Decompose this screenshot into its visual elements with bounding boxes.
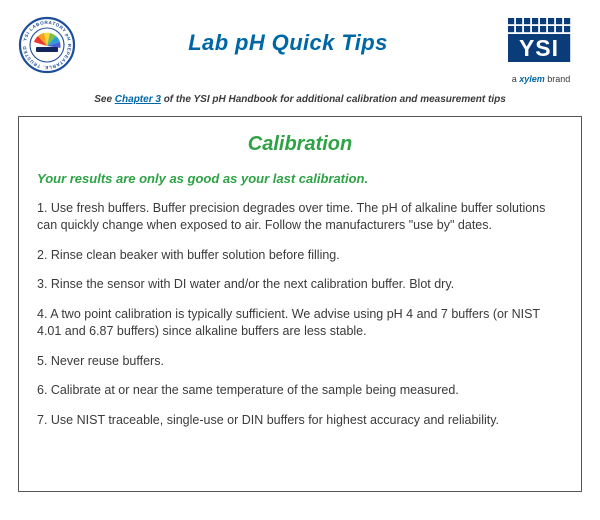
chapter-3-link[interactable]: Chapter 3: [115, 94, 161, 105]
tip-text: Use NIST traceable, single-use or DIN bu…: [51, 413, 499, 427]
header: YSI LABORATORY pH REPEATABLE. TRUSTED. L…: [18, 16, 582, 85]
handbook-subtitle: See Chapter 3 of the YSI pH Handbook for…: [18, 93, 582, 107]
ysi-logo-icon: YSI a xylem brand: [500, 16, 582, 85]
tip-number: 3.: [37, 277, 51, 291]
panel-title: Calibration: [37, 131, 563, 158]
tip-number: 2.: [37, 248, 51, 262]
brand-tagline-c: brand: [545, 74, 571, 84]
tip-text: Rinse clean beaker with buffer solution …: [51, 248, 340, 262]
tip-text: Use fresh buffers. Buffer precision degr…: [37, 201, 545, 233]
tip-item: 5. Never reuse buffers.: [37, 353, 563, 371]
tip-item: 6. Calibrate at or near the same tempera…: [37, 382, 563, 400]
brand-tagline: a xylem brand: [500, 73, 582, 85]
tip-item: 4. A two point calibration is typically …: [37, 306, 563, 341]
brand-tagline-xylem: xylem: [519, 74, 545, 84]
calibration-panel: Calibration Your results are only as goo…: [18, 116, 582, 492]
tip-item: 7. Use NIST traceable, single-use or DIN…: [37, 412, 563, 430]
tip-text: A two point calibration is typically suf…: [37, 307, 540, 339]
tip-number: 4.: [37, 307, 50, 321]
panel-lede: Your results are only as good as your la…: [37, 170, 563, 188]
laboratory-ph-seal-icon: YSI LABORATORY pH REPEATABLE. TRUSTED.: [18, 16, 76, 74]
tips-list: 1. Use fresh buffers. Buffer precision d…: [37, 200, 563, 430]
tip-number: 6.: [37, 383, 51, 397]
svg-text:YSI: YSI: [519, 35, 559, 61]
page-title: Lab pH Quick Tips: [76, 28, 500, 58]
tip-item: 2. Rinse clean beaker with buffer soluti…: [37, 247, 563, 265]
tip-number: 1.: [37, 201, 51, 215]
subtitle-post: of the YSI pH Handbook for additional ca…: [161, 94, 506, 105]
subtitle-pre: See: [94, 94, 115, 105]
tip-item: 1. Use fresh buffers. Buffer precision d…: [37, 200, 563, 235]
tip-text: Rinse the sensor with DI water and/or th…: [51, 277, 454, 291]
tip-text: Calibrate at or near the same temperatur…: [51, 383, 459, 397]
tip-text: Never reuse buffers.: [51, 354, 164, 368]
tip-number: 7.: [37, 413, 51, 427]
tip-item: 3. Rinse the sensor with DI water and/or…: [37, 276, 563, 294]
tip-number: 5.: [37, 354, 51, 368]
